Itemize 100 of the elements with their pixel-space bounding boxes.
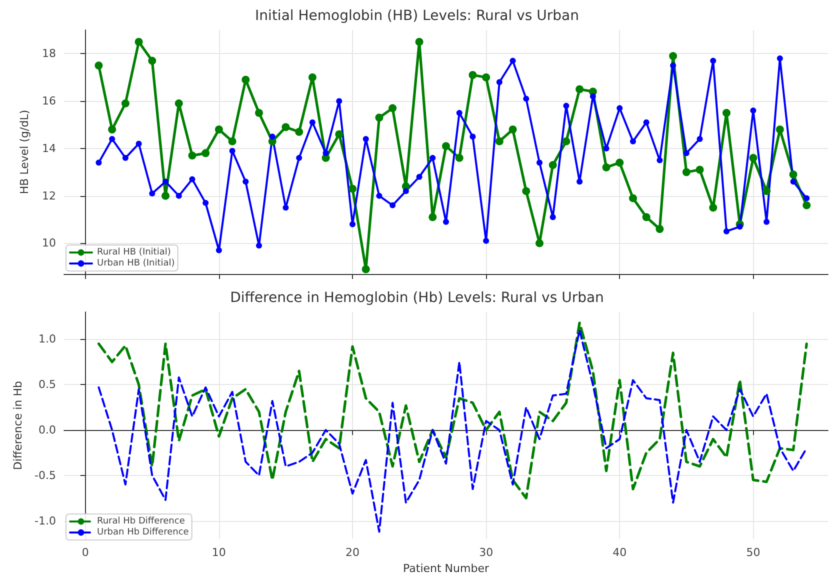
point [522,187,530,196]
point [776,125,784,134]
point [242,76,250,84]
point [188,152,196,160]
x-tick-label: 10 [212,546,226,559]
point [616,105,623,112]
point [296,154,302,161]
point [696,166,704,174]
point [242,178,249,185]
point [749,154,758,162]
point [802,201,811,210]
point [483,238,490,244]
point [122,154,128,161]
point [643,119,650,126]
point [750,108,756,114]
y-tick-label: -1.0 [34,514,56,528]
point [148,56,156,65]
point [722,108,730,117]
point [375,114,384,122]
point [269,134,276,140]
point [202,149,210,158]
point [255,108,264,117]
point [121,99,130,108]
point [348,184,357,193]
y-tick-label: -0.5 [34,468,56,482]
point [350,221,356,228]
point [214,125,223,134]
point [189,176,196,182]
point [162,192,170,200]
point [96,160,102,166]
x-tick-label: 40 [612,546,627,559]
x-tick-label: 20 [346,546,360,559]
point [362,265,370,274]
point [443,218,449,225]
point [563,102,570,109]
point [629,194,637,202]
point [804,195,810,202]
point [136,140,142,147]
point [415,38,424,46]
legend-label: Urban Hb Difference [97,528,190,538]
point [642,213,650,222]
y-tick-label: 16 [42,94,56,108]
point [656,157,663,164]
point [670,62,676,69]
y-axis-title: HB Level (g/dL) [18,110,31,194]
point [176,192,182,199]
point [482,73,490,82]
point [149,190,156,196]
point [336,98,342,104]
point [710,58,716,64]
point [308,73,316,82]
point [709,204,718,212]
x-tick-label: 50 [746,546,760,559]
line-series [98,329,808,533]
point [108,125,116,134]
point [442,142,450,150]
point [428,213,437,222]
point [94,62,103,70]
x-axis-title: Patient Number [403,562,490,575]
point [536,239,544,248]
point [430,154,436,161]
point [683,150,690,156]
y-tick-label: 0.0 [38,424,56,437]
point [202,200,209,206]
point [228,137,236,146]
chart-title: Initial Hemoglobin (HB) Levels: Rural vs Urban [255,8,579,24]
point [295,128,304,136]
point [789,170,798,179]
point [764,218,770,225]
point [723,228,730,234]
point [548,161,557,170]
point [790,178,796,185]
point [508,125,517,134]
point [109,136,116,142]
x-tick-label: 30 [479,546,494,559]
point [656,224,664,233]
legend-label: Rural HB (Initial) [97,248,171,258]
point [736,224,743,230]
point [523,96,530,102]
point [390,202,396,208]
point [776,55,783,62]
point [550,214,556,220]
point [174,99,183,108]
point [630,138,636,144]
point [216,247,222,254]
point [134,38,143,46]
point [590,93,596,100]
point [309,119,316,126]
legend-label: Rural Hb Difference [97,516,186,526]
point [322,150,329,156]
point [562,137,570,146]
chart-title: Difference in Hemoglobin (Hb) Levels: Rural vs Urban [230,290,604,306]
point [576,85,584,94]
point [282,123,290,132]
point [696,136,703,142]
point [669,52,678,60]
y-tick-label: 10 [42,236,56,250]
point [456,110,462,116]
point [616,158,624,167]
point [256,242,262,249]
